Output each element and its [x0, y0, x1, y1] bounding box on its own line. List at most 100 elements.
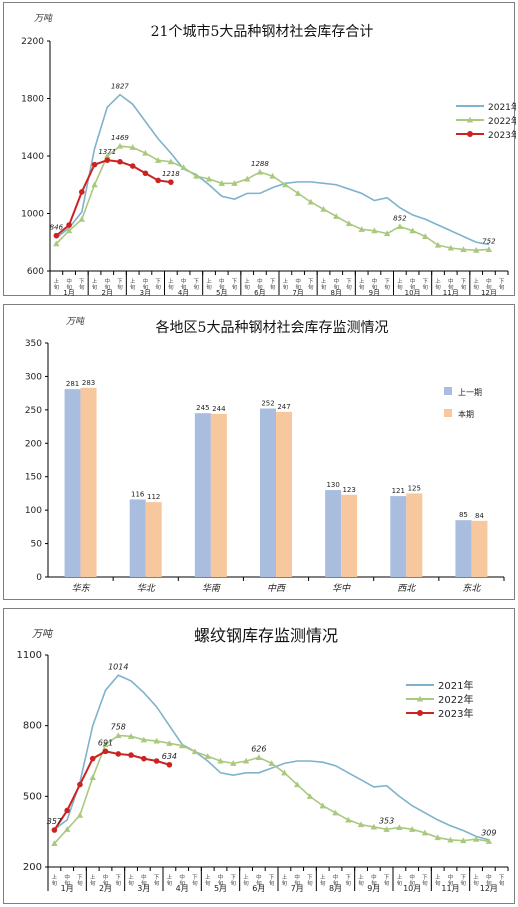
x-month-label: 9月 [367, 884, 380, 893]
x-month-label: 3月 [137, 884, 150, 893]
x-period-label: 上旬 [52, 873, 58, 887]
y-tick-label: 150 [25, 473, 42, 483]
x-period-char: 旬 [372, 283, 378, 291]
bar [471, 520, 488, 577]
x-period-label: 上旬 [205, 873, 211, 887]
bar [64, 389, 81, 577]
x-period-char: 中 [257, 277, 263, 285]
x-period-char: 旬 [243, 879, 249, 887]
x-period-char: 下 [155, 278, 161, 285]
data-point [129, 163, 136, 169]
x-period-char: 旬 [397, 283, 403, 291]
data-point [66, 222, 72, 228]
x-period-char: 上 [320, 873, 326, 881]
data-point [243, 175, 251, 182]
x-period-label: 中旬 [410, 277, 416, 291]
data-label: 1014 [108, 662, 128, 671]
legend-label: 2023年 [488, 129, 516, 141]
x-period-char: 上 [359, 277, 365, 285]
x-period-char: 旬 [256, 879, 262, 887]
x-period-char: 上 [397, 873, 403, 881]
x-period-label: 下旬 [423, 278, 429, 291]
x-period-char: 中 [66, 277, 72, 285]
x-period-label: 上旬 [435, 277, 441, 291]
rebar-series-2023年-line [53, 750, 170, 831]
x-period-char: 旬 [346, 283, 352, 291]
y-tick-label: 50 [31, 540, 43, 550]
x-period-label: 下旬 [384, 278, 390, 291]
data-point [345, 220, 353, 227]
bar [145, 502, 162, 577]
x-period-char: 下 [422, 874, 428, 881]
data-point [153, 758, 160, 764]
data-label: 691 [98, 738, 113, 747]
x-period-char: 旬 [154, 879, 160, 887]
x-period-char: 下 [346, 278, 352, 285]
x-month-label: 2月 [102, 289, 113, 297]
data-point [396, 824, 403, 830]
x-period-char: 下 [154, 874, 160, 881]
data-label: 1371 [98, 148, 116, 156]
x-period-char: 旬 [232, 283, 238, 291]
bar-value-label: 116 [131, 490, 145, 498]
unit-label: 万吨 [66, 316, 86, 327]
x-period-char: 下 [194, 278, 200, 285]
legend-marker [416, 695, 424, 702]
x-period-char: 旬 [167, 879, 173, 887]
x-month-label: 7月 [291, 884, 304, 893]
bar-value-label: 123 [342, 486, 355, 494]
x-month-label: 8月 [329, 884, 342, 893]
x-period-label: 下旬 [461, 874, 467, 887]
y-tick-label: 1800 [21, 95, 44, 105]
bar [341, 494, 358, 577]
legend-marker [467, 131, 473, 137]
x-period-char: 旬 [194, 283, 200, 291]
x-period-label: 中旬 [448, 277, 454, 291]
x-period-label: 下旬 [270, 278, 276, 291]
x-period-label: 中旬 [66, 277, 72, 291]
data-point [345, 816, 352, 823]
data-point [281, 769, 288, 776]
x-period-char: 旬 [282, 879, 288, 887]
data-label: 846 [50, 224, 64, 232]
x-month-label: 9月 [369, 289, 380, 297]
x-period-char: 中 [448, 277, 454, 285]
data-point [370, 823, 378, 830]
data-point [307, 198, 315, 205]
x-period-label: 下旬 [461, 278, 467, 291]
data-point [155, 177, 161, 184]
legend-label: 2022年 [438, 693, 473, 706]
x-period-char: 旬 [205, 879, 211, 887]
x-period-char: 上 [52, 873, 58, 881]
y-tick-label: 1100 [17, 650, 42, 661]
x-period-char: 旬 [64, 879, 70, 887]
x-period-char: 上 [206, 277, 212, 285]
legend-swatch [444, 387, 452, 395]
x-period-char: 下 [232, 278, 238, 285]
x-period-char: 旬 [219, 283, 225, 291]
x-period-char: 旬 [308, 283, 314, 291]
x-period-char: 下 [307, 874, 313, 881]
legend-label: 2021年 [488, 101, 516, 113]
x-period-label: 下旬 [307, 874, 313, 887]
x-period-char: 旬 [346, 879, 352, 887]
x-period-char: 下 [346, 874, 352, 881]
data-point [116, 142, 124, 149]
x-period-label: 下旬 [117, 278, 123, 291]
x-period-label: 中旬 [64, 873, 70, 887]
x-period-char: 上 [473, 873, 479, 881]
bar-chart-regional-inventory: 各地区5大品种钢材社会库存监测情况 万吨 0 50 100 150 200 250 300 3… [25, 316, 505, 594]
x-month-label: 3月 [140, 289, 151, 297]
x-period-char: 下 [308, 278, 314, 285]
x-period-char: 旬 [269, 879, 275, 887]
bar [276, 411, 292, 577]
x-period-char: 旬 [77, 879, 83, 887]
x-period-char: 上 [435, 873, 441, 881]
x-period-char: 旬 [257, 283, 263, 291]
x-period-char: 旬 [359, 283, 365, 291]
x-period-char: 旬 [410, 283, 416, 291]
data-point [191, 748, 199, 755]
x-period-char: 下 [461, 278, 467, 285]
data-point [447, 244, 454, 251]
legend-label: 2023年 [438, 707, 473, 720]
